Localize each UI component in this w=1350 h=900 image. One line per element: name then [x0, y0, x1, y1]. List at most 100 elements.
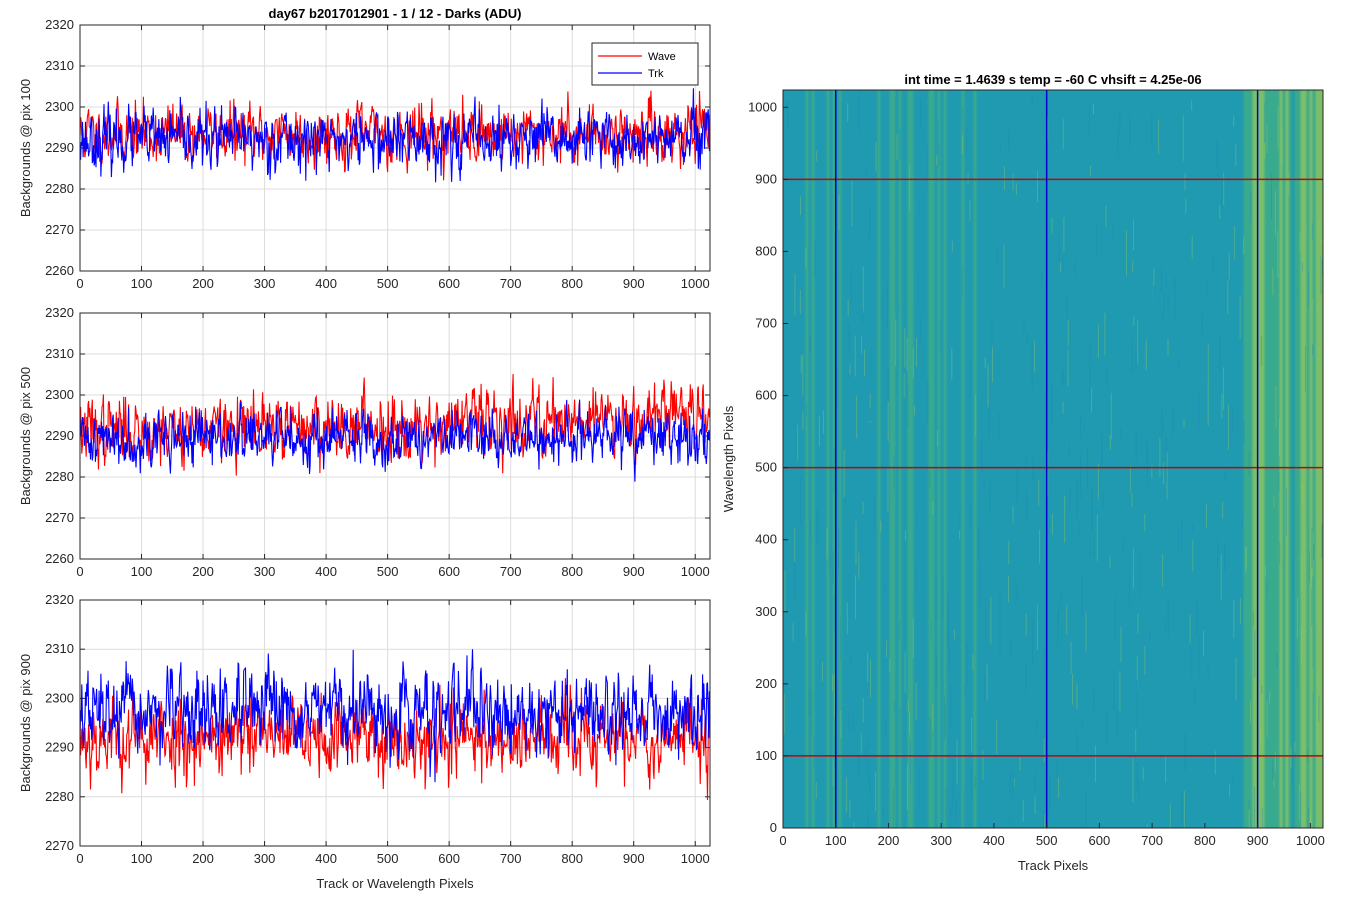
- x-tick-label: 700: [500, 276, 522, 291]
- y-tick-label: 2270: [45, 510, 74, 525]
- x-tick-label: 500: [377, 276, 399, 291]
- y-tick-label: 2300: [45, 387, 74, 402]
- x-tick-label: 700: [1141, 833, 1163, 848]
- x-tick-label: 1000: [1296, 833, 1325, 848]
- x-tick-label: 100: [131, 851, 153, 866]
- plot-frame: [79, 312, 711, 560]
- y-tick-label: 700: [755, 316, 777, 331]
- y-axis-label: Wavelength Pixels: [721, 405, 736, 512]
- image-title: int time = 1.4639 s temp = -60 C vhsift …: [904, 72, 1201, 87]
- x-axis-label: Track Pixels: [1018, 858, 1089, 873]
- x-tick-label: 100: [131, 276, 153, 291]
- y-tick-label: 2280: [45, 789, 74, 804]
- x-tick-label: 400: [315, 851, 337, 866]
- x-tick-label: 800: [1194, 833, 1216, 848]
- y-axis-label: Backgrounds @ pix 100: [18, 79, 33, 217]
- legend-label-wave: Wave: [648, 51, 676, 63]
- y-tick-label: 2310: [45, 58, 74, 73]
- x-tick-label: 100: [131, 564, 153, 579]
- x-tick-label: 500: [377, 851, 399, 866]
- y-tick-label: 2310: [45, 641, 74, 656]
- y-tick-label: 200: [755, 676, 777, 691]
- y-tick-label: 2290: [45, 428, 74, 443]
- y-axis-label: Backgrounds @ pix 900: [18, 654, 33, 792]
- figure-title: day67 b2017012901 - 1 / 12 - Darks (ADU): [269, 6, 522, 21]
- series-line-trk: [80, 649, 710, 783]
- x-tick-label: 0: [76, 276, 83, 291]
- plot-pix100: 0 100 200 300 400 500 600 700 800 900 1000 2260 2270…: [18, 17, 711, 291]
- x-axis-label: Track or Wavelength Pixels: [316, 876, 474, 891]
- y-tick-label: 2290: [45, 140, 74, 155]
- y-tick-label: 2300: [45, 99, 74, 114]
- legend-label-trk: Trk: [648, 68, 664, 80]
- y-tick-label: 1000: [748, 99, 777, 114]
- x-tick-label: 800: [561, 276, 583, 291]
- x-tick-label: 600: [438, 564, 460, 579]
- x-tick-label: 500: [377, 564, 399, 579]
- x-tick-label: 0: [76, 564, 83, 579]
- y-tick-label: 2270: [45, 222, 74, 237]
- heatmap-texture: [783, 90, 1323, 828]
- y-tick-label: 2320: [45, 592, 74, 607]
- legend-box: [591, 42, 699, 86]
- y-tick-label: 2320: [45, 305, 74, 320]
- y-tick-label: 900: [755, 171, 777, 186]
- x-tick-label: 200: [192, 276, 214, 291]
- y-tick-label: 2280: [45, 469, 74, 484]
- series-line-trk: [80, 399, 710, 482]
- y-tick-label: 400: [755, 532, 777, 547]
- heatmap-image: [783, 90, 1323, 828]
- x-tick-label: 700: [500, 564, 522, 579]
- y-tick-label: 100: [755, 748, 777, 763]
- x-tick-label: 100: [825, 833, 847, 848]
- y-tick-label: 800: [755, 243, 777, 258]
- series-line-trk: [80, 88, 710, 183]
- x-tick-label: 600: [1089, 833, 1111, 848]
- y-tick-label: 2310: [45, 346, 74, 361]
- x-tick-label: 800: [561, 851, 583, 866]
- legend: Wave Trk: [591, 42, 699, 86]
- y-axis-label: Backgrounds @ pix 500: [18, 367, 33, 505]
- y-tick-label: 500: [755, 460, 777, 475]
- series-line-wave: [80, 678, 710, 801]
- y-tick-label: 0: [770, 820, 777, 835]
- y-tick-label: 300: [755, 604, 777, 619]
- y-tick-label: 2260: [45, 551, 74, 566]
- x-tick-label: 1000: [681, 851, 710, 866]
- x-tick-label: 300: [254, 564, 276, 579]
- y-tick-label: 2270: [45, 838, 74, 853]
- y-tick-label: 2290: [45, 740, 74, 755]
- x-tick-label: 900: [623, 564, 645, 579]
- x-tick-label: 0: [76, 851, 83, 866]
- x-tick-label: 900: [623, 851, 645, 866]
- plot-pix900: 0 100 200 300 400 500 600 700 800 900 1000 2270 2280…: [18, 592, 711, 891]
- y-tick-label: 2320: [45, 17, 74, 32]
- image-frame: [782, 89, 1324, 829]
- x-tick-label: 200: [192, 564, 214, 579]
- plot-pix500: 0 100 200 300 400 500 600 700 800 900 1000 2260 2270…: [18, 305, 711, 579]
- y-tick-label: 600: [755, 388, 777, 403]
- x-tick-label: 400: [983, 833, 1005, 848]
- plot-frame: [79, 599, 711, 847]
- x-tick-label: 400: [315, 564, 337, 579]
- x-tick-label: 200: [192, 851, 214, 866]
- x-tick-label: 600: [438, 851, 460, 866]
- plot-frame: [79, 24, 711, 272]
- x-tick-label: 200: [878, 833, 900, 848]
- x-tick-label: 900: [623, 276, 645, 291]
- y-tick-label: 2280: [45, 181, 74, 196]
- x-tick-label: 300: [254, 851, 276, 866]
- y-tick-label: 2300: [45, 690, 74, 705]
- x-tick-label: 900: [1247, 833, 1269, 848]
- y-tick-label: 2260: [45, 263, 74, 278]
- x-tick-label: 600: [438, 276, 460, 291]
- x-tick-label: 400: [315, 276, 337, 291]
- x-tick-label: 1000: [681, 276, 710, 291]
- x-tick-label: 500: [1036, 833, 1058, 848]
- x-tick-label: 700: [500, 851, 522, 866]
- image-panel: 0 100 200 300 400 500 600 700 800 900 1000 0 100 200 3…: [721, 72, 1325, 873]
- x-tick-label: 1000: [681, 564, 710, 579]
- x-tick-label: 300: [254, 276, 276, 291]
- x-tick-label: 0: [779, 833, 786, 848]
